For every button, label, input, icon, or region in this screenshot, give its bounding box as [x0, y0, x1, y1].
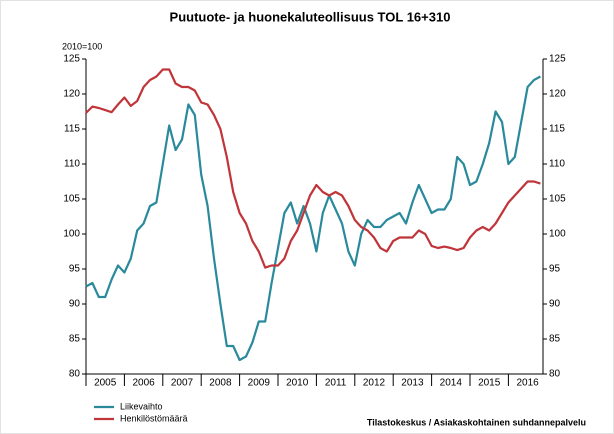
y2-tick-label: 110 [549, 159, 565, 170]
y-tick-label: 120 [63, 89, 80, 100]
x-tick-label: 2007 [171, 378, 194, 389]
x-tick-label: 2008 [209, 378, 232, 389]
legend-label: Henkilöstömäärä [120, 413, 188, 423]
y-tick-label: 125 [63, 54, 80, 65]
x-tick-label: 2014 [440, 378, 463, 389]
y-tick-label: 100 [63, 229, 80, 240]
y-tick-label: 95 [69, 264, 81, 275]
y-tick-label: 115 [64, 124, 80, 135]
x-tick-label: 2015 [478, 378, 501, 389]
x-tick-label: 2013 [401, 378, 424, 389]
y2-tick-label: 85 [549, 334, 561, 345]
y-tick-label: 80 [69, 369, 81, 380]
y2-tick-label: 105 [549, 194, 566, 205]
x-tick-label: 2006 [132, 378, 155, 389]
series-line [85, 75, 541, 362]
y2-tick-label: 80 [549, 369, 561, 380]
y-tick-label: 90 [69, 299, 81, 310]
y2-tick-label: 125 [549, 54, 566, 65]
legend-label: Liikevaihto [120, 401, 163, 411]
x-tick-label: 2012 [363, 378, 386, 389]
chart-title: Puutuote- ja huonekaluteollisuus TOL 16+… [170, 9, 451, 24]
y2-tick-label: 90 [549, 299, 561, 310]
y2-tick-label: 100 [549, 229, 566, 240]
y-unit-label: 2010=100 [62, 41, 102, 51]
x-tick-label: 2009 [248, 378, 271, 389]
x-tick-label: 2016 [516, 378, 539, 389]
series-line [85, 68, 541, 269]
source: Tilastokeskus / Asiakaskohtainen suhdann… [367, 417, 586, 427]
x-tick-label: 2011 [325, 378, 347, 389]
x-tick-label: 2005 [94, 378, 117, 389]
y2-tick-label: 115 [549, 124, 565, 135]
y2-tick-label: 120 [549, 89, 566, 100]
x-tick-label: 2010 [286, 378, 309, 389]
y-tick-label: 110 [64, 159, 80, 170]
y-tick-label: 105 [63, 194, 80, 205]
y2-tick-label: 95 [549, 264, 561, 275]
y-tick-label: 85 [69, 334, 81, 345]
